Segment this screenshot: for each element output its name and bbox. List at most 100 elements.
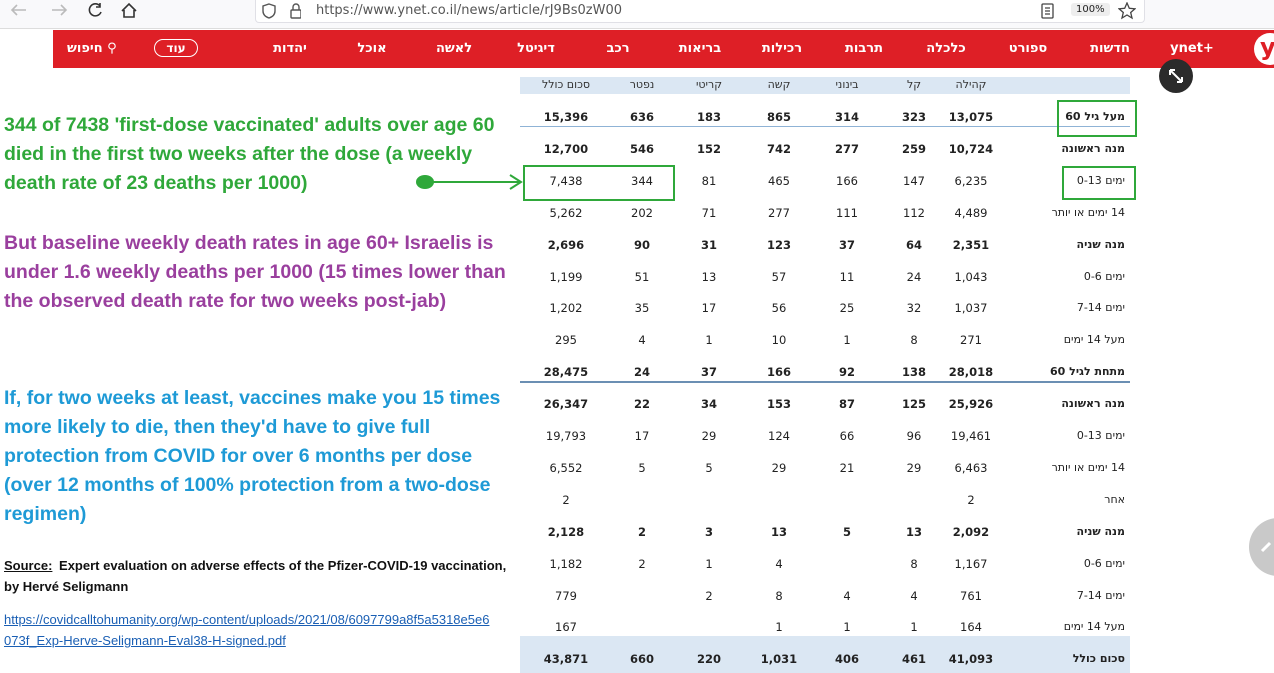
table-cell: 35	[634, 301, 650, 316]
nav-item[interactable]: כלכלה	[926, 41, 966, 56]
table-cell: 138	[901, 365, 926, 380]
source: Source: Expert evaluation on adverse eff…	[4, 555, 524, 597]
table-cell: 37	[838, 237, 855, 252]
nav-buttons	[10, 2, 137, 18]
security-icons	[262, 3, 301, 19]
table-cell: 57	[771, 269, 787, 284]
table-cell: 259	[901, 141, 926, 156]
highlight-box	[1062, 166, 1136, 200]
table-cell: 13	[770, 524, 787, 539]
table-cell: 56	[771, 301, 787, 316]
row-label: מנה ראשונה	[1061, 397, 1125, 411]
table-cell: 25,926	[948, 397, 994, 412]
row-label: ימים 7-14	[1076, 301, 1125, 315]
table-cell: 1	[705, 333, 713, 348]
table-cell: 4	[775, 556, 783, 571]
nav-item[interactable]: ספורט	[1008, 41, 1048, 56]
nav-item[interactable]: יהדות	[273, 41, 307, 56]
table-cell: 742	[766, 141, 791, 156]
row-label: מנה שניה	[1076, 524, 1125, 538]
row-label: 14 ימים או יותר	[1051, 205, 1125, 219]
table-cell: 123	[766, 237, 791, 252]
annotation: If, for two weeks at least, vaccines mak…	[4, 387, 501, 525]
row-label: מתחת לגיל 60	[1050, 365, 1125, 379]
highlight-box	[1057, 100, 1137, 137]
logo[interactable]: y	[1254, 33, 1274, 65]
table-cell: 5	[842, 524, 851, 539]
table-cell: 344	[631, 173, 653, 188]
table-cell: 220	[696, 652, 721, 667]
nav-item[interactable]: חדשות	[1090, 41, 1130, 56]
column-header: סכום כולל	[541, 78, 591, 91]
table-cell: 1,167	[954, 556, 988, 571]
table-cell: 271	[960, 333, 982, 348]
reader-icon[interactable]	[1040, 3, 1056, 19]
nav-item[interactable]: לאשה	[435, 41, 473, 56]
table-cell: 34	[700, 397, 717, 412]
column-header: קריטי	[695, 78, 723, 91]
nav-item[interactable]: ynet+	[1170, 41, 1214, 56]
table-cell: 546	[629, 141, 654, 156]
table-cell: 13	[905, 524, 922, 539]
row-label: מנה שניה	[1076, 237, 1125, 251]
table-cell: 37	[700, 365, 717, 380]
search-button[interactable]: חיפוש ⚲	[67, 41, 117, 56]
source-link[interactable]: https://covidcalltohumanity.org/wp-conte…	[4, 612, 490, 648]
table-cell: 2,128	[547, 524, 585, 539]
table-cell: 2	[638, 556, 646, 571]
nav-item[interactable]: אוכל	[357, 41, 387, 56]
table-cell: 2	[637, 524, 646, 539]
scroll-button[interactable]	[1248, 517, 1274, 577]
bookmark-star[interactable]	[1118, 2, 1136, 20]
table-cell: 13,075	[948, 110, 994, 124]
url-text: https://www.ynet.co.il/news/article/rJ9B…	[316, 3, 623, 18]
table-cell: 1,199	[549, 269, 583, 284]
site-nav: עוד חיפוש ⚲ ראשיynet+חדשותספורטכלכלהתרבו…	[53, 30, 1274, 68]
table-cell: 147	[903, 173, 925, 188]
nav-item[interactable]: דיגיטל	[517, 41, 555, 56]
table-cell: 21	[839, 460, 855, 475]
table-cell: 2,351	[952, 237, 990, 252]
table-cell: 64	[905, 237, 922, 252]
table-cell: 636	[629, 110, 654, 124]
table-cell: 779	[555, 588, 577, 603]
nav-item[interactable]: בריאות	[678, 41, 722, 56]
expand-button[interactable]	[1158, 58, 1194, 94]
table-cell: 71	[701, 205, 717, 220]
annotation: 344 of 7438 'first-dose vaccinated' adul…	[4, 114, 495, 194]
arrow	[416, 174, 523, 190]
table-cell: 13	[701, 269, 717, 284]
table-cell: 1,182	[549, 556, 583, 571]
table-cell: 314	[834, 110, 859, 124]
row-label: מעל 14 ימים	[1063, 333, 1125, 347]
table-cell: 41,093	[948, 652, 994, 667]
table-cell: 1	[910, 620, 918, 635]
row-label: סכום כולל	[1072, 652, 1125, 666]
table-cell: 111	[836, 205, 858, 220]
nav-item[interactable]: רכב	[606, 41, 630, 56]
table-cell: 5,262	[549, 205, 583, 220]
table-cell: 2	[967, 492, 975, 507]
table-cell: 3	[704, 524, 713, 539]
url-bar[interactable]: https://www.ynet.co.il/news/article/rJ9B…	[255, 0, 1145, 23]
table-cell: 11	[839, 269, 855, 284]
table-cell: 51	[634, 269, 650, 284]
table-cell: 81	[701, 173, 717, 188]
source-label: Source:	[4, 558, 53, 573]
table-cell: 8	[910, 333, 918, 348]
table-cell: 92	[838, 365, 855, 380]
zoom-badge[interactable]: 100%	[1071, 3, 1110, 16]
browser-toolbar: https://www.ynet.co.il/news/article/rJ9B…	[0, 0, 1274, 29]
table-cell: 29	[906, 460, 922, 475]
table-cell: 406	[834, 652, 859, 667]
more-button[interactable]: עוד	[154, 39, 198, 57]
table-cell: 10	[771, 333, 787, 348]
table-cell: 7,438	[549, 173, 583, 188]
table-cell: 5	[638, 460, 646, 475]
nav-item[interactable]: רכילות	[761, 41, 803, 56]
table-cell: 660	[629, 652, 654, 667]
table-cell: 167	[555, 620, 577, 635]
table-cell: 277	[768, 205, 790, 220]
nav-item[interactable]: תרבות	[845, 41, 883, 56]
